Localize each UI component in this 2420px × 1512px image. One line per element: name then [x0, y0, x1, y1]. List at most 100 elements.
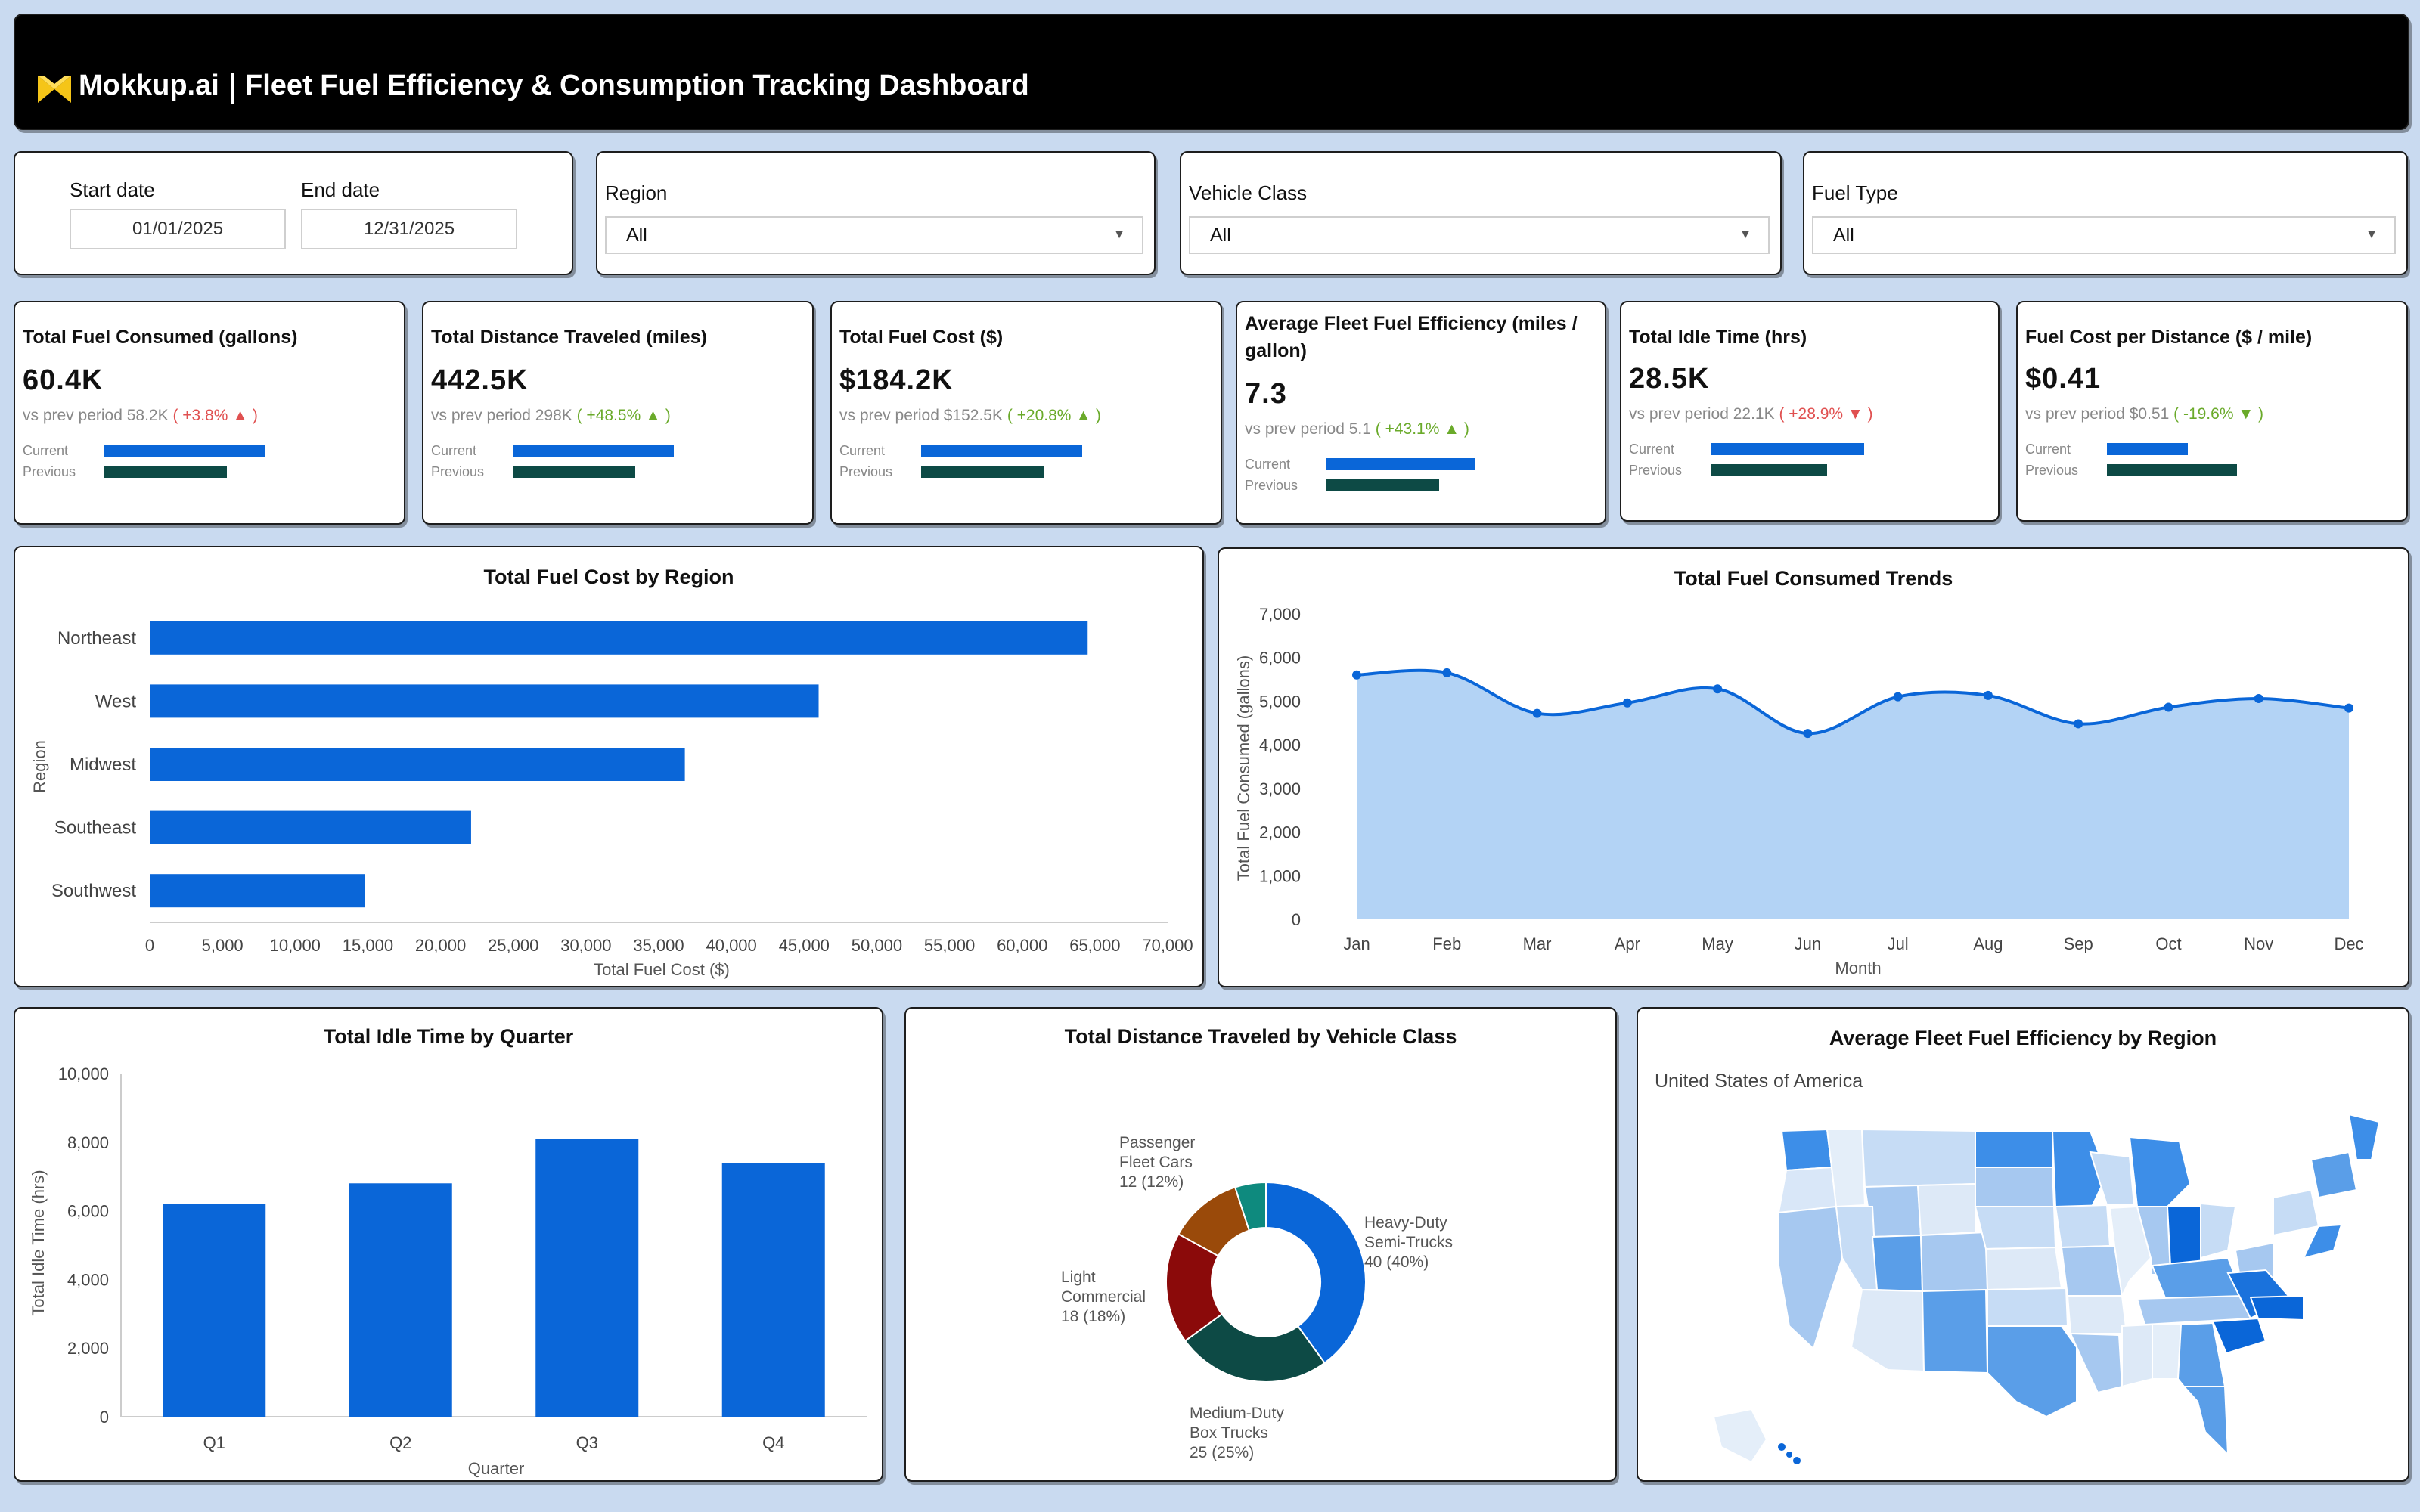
mokkup-logo-icon: [38, 76, 71, 103]
y-tick-label: 7,000: [1259, 605, 1301, 624]
fuel-consumed-trends-chart: 0 1,000 2,000 3,000 4,000 5,000 6,000 7,000 Jan F…: [1234, 605, 2364, 978]
dashboard-header: Mokkup.ai Fleet Fuel Efficiency & Consum…: [14, 14, 2409, 130]
region-filter: Region All ▼: [596, 151, 1156, 275]
y-tick-label: 4,000: [67, 1270, 109, 1289]
bar: [721, 1163, 825, 1417]
vehicle-class-filter: Vehicle Class All ▼: [1180, 151, 1782, 275]
chart-title: Total Fuel Cost by Region: [483, 565, 734, 588]
end-date-input[interactable]: 12/31/2025: [301, 209, 517, 249]
map-state: [2054, 1204, 2111, 1249]
x-tick-label: Dec: [2334, 934, 2363, 953]
x-tick-label: 50,000: [852, 936, 902, 955]
fuel-type-filter-label: Fuel Type: [1812, 181, 1898, 204]
map-state: [2310, 1151, 2358, 1199]
y-tick-label: 2,000: [67, 1339, 109, 1358]
y-tick-label: 3,000: [1259, 779, 1301, 798]
kpi-card-fuel-cost: Total Fuel Cost ($) $184.2K vs prev period…: [830, 301, 1222, 525]
pie-slice: [1233, 1181, 1267, 1232]
x-tick-label: 30,000: [560, 936, 611, 955]
kpi-title: Average Fleet Fuel Efficiency (miles / g…: [1245, 313, 1578, 361]
fuel-type-filter: Fuel Type All ▼: [1803, 151, 2408, 275]
current-bar: [921, 445, 1082, 457]
map-state: [1975, 1130, 2053, 1168]
fuel-type-select[interactable]: All ▼: [1812, 216, 2396, 254]
brand-name: Mokkup.ai: [79, 70, 219, 101]
kpi-comparison: vs prev period $152.5K ( +20.8% ▲ ): [839, 407, 1101, 425]
kpi-title: Total Idle Time (hrs): [1629, 327, 1807, 348]
y-tick-label: 5,000: [1259, 692, 1301, 711]
kpi-title: Total Distance Traveled (miles): [431, 327, 707, 348]
data-point: [1622, 698, 1632, 708]
us-efficiency-map[interactable]: [1638, 1009, 2408, 1480]
category-label: Midwest: [70, 754, 136, 775]
map-state: [2273, 1188, 2320, 1237]
map-state: [1777, 1166, 1838, 1214]
kpi-title: Fuel Cost per Distance ($ / mile): [2025, 327, 2313, 348]
map-subtitle: United States of America: [1655, 1070, 1863, 1092]
data-point: [2074, 719, 2083, 729]
region-select[interactable]: All ▼: [605, 216, 1143, 254]
idle-time-by-quarter-chart: 0 2,000 4,000 6,000 8,000 10,000 Q1 Q2 Q3 Q4 Quart…: [29, 1064, 867, 1478]
y-tick-label: 4,000: [1259, 736, 1301, 754]
kpi-card-fuel-efficiency: Average Fleet Fuel Efficiency (miles / g…: [1236, 301, 1606, 525]
x-tick-label: Oct: [2155, 934, 2181, 953]
y-tick-label: 1,000: [1259, 866, 1301, 885]
kpi-comparison: vs prev period 5.1 ( +43.1% ▲ ): [1245, 420, 1469, 438]
chart-title: Average Fleet Fuel Efficiency by Region: [1829, 1027, 2217, 1049]
map-state: [2121, 1323, 2153, 1388]
previous-bar: [104, 466, 227, 478]
x-tick-label: Q3: [576, 1433, 598, 1452]
previous-label: Previous: [1245, 478, 1298, 493]
map-state: [1785, 1450, 1794, 1459]
y-axis-label: Total Fuel Consumed (gallons): [1234, 655, 1253, 881]
x-tick-label: Jan: [1343, 934, 1370, 953]
previous-bar: [513, 466, 635, 478]
map-state: [2152, 1324, 2183, 1380]
kpi-change-badge: ( +20.8% ▲ ): [1007, 407, 1101, 424]
x-tick-label: 65,000: [1069, 936, 1120, 955]
header-divider: [231, 73, 234, 104]
map-state: [1984, 1246, 2063, 1291]
x-tick-label: 5,000: [202, 936, 244, 955]
kpi-title: Total Fuel Consumed (gallons): [23, 327, 298, 348]
region-select-value: All: [626, 225, 647, 246]
data-point: [1893, 692, 1903, 702]
kpi-card-cost-per-distance: Fuel Cost per Distance ($ / mile) $0.41 vs…: [2016, 301, 2408, 522]
y-tick-label: 6,000: [67, 1202, 109, 1221]
y-tick-label: 0: [100, 1408, 109, 1427]
map-state: [2211, 1317, 2267, 1355]
current-label: Current: [23, 443, 69, 458]
date-range-filter: Start date 01/01/2025 End date 12/31/202…: [14, 151, 573, 275]
chart-title: Total Distance Traveled by Vehicle Class: [1064, 1025, 1457, 1048]
map-state: [1835, 1206, 1879, 1290]
slice-label: Semi-Trucks: [1364, 1234, 1453, 1251]
kpi-previous-value: vs prev period $152.5K: [839, 407, 1007, 424]
map-state: [1860, 1128, 1976, 1188]
kpi-comparison: vs prev period 298K ( +48.5% ▲ ): [431, 407, 671, 425]
kpi-value: 60.4K: [23, 364, 104, 396]
kpi-change-badge: ( +43.1% ▲ ): [1375, 420, 1469, 438]
data-point: [2344, 703, 2353, 713]
previous-label: Previous: [2025, 463, 2079, 478]
current-label: Current: [839, 443, 886, 458]
vehicle-class-select-value: All: [1210, 225, 1231, 246]
kpi-value: 28.5K: [1629, 363, 1710, 395]
vehicle-class-select[interactable]: All ▼: [1189, 216, 1770, 254]
current-label: Current: [2025, 442, 2071, 457]
slice-label: Medium-Duty: [1190, 1405, 1284, 1422]
x-tick-label: 60,000: [997, 936, 1047, 955]
map-state: [1919, 1231, 1989, 1293]
map-state: [1871, 1234, 1924, 1293]
x-tick-label: Apr: [1615, 934, 1640, 953]
map-state: [2249, 1294, 2304, 1321]
kpi-card-distance-traveled: Total Distance Traveled (miles) 442.5K vs …: [422, 301, 814, 525]
current-label: Current: [1245, 457, 1291, 472]
bar: [150, 748, 685, 781]
map-state: [1776, 1442, 1787, 1452]
kpi-comparison: vs prev period $0.51 ( -19.6% ▼ ): [2025, 405, 2263, 423]
x-tick-label: Jun: [1795, 934, 1821, 953]
start-date-input[interactable]: 01/01/2025: [70, 209, 286, 249]
y-tick-label: 8,000: [67, 1133, 109, 1152]
x-tick-label: Q2: [389, 1433, 411, 1452]
y-tick-label: 6,000: [1259, 649, 1301, 668]
